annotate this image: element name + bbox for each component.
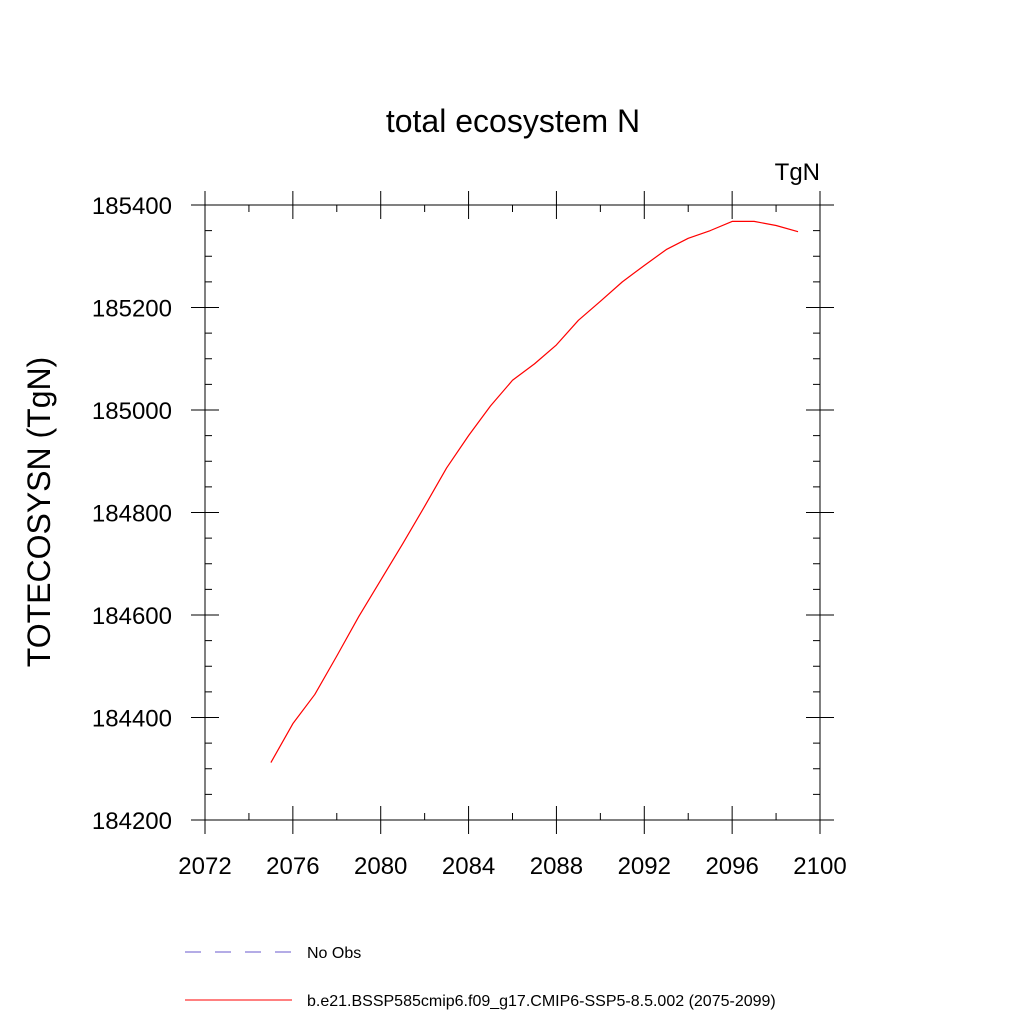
legend-label: b.e21.BSSP585cmip6.f09_g17.CMIP6-SSP5-8.…	[307, 993, 776, 1010]
y-tick-label: 184600	[92, 603, 172, 630]
legend: No Obs b.e21.BSSP585cmip6.f09_g17.CMIP6-S…	[185, 945, 776, 1010]
series-layer	[270, 220, 799, 763]
axis-ticks	[191, 191, 834, 834]
chart-title: total ecosystem N	[386, 103, 640, 139]
y-tick-label: 184200	[92, 808, 172, 835]
y-tick-label: 184400	[92, 706, 172, 733]
x-tick-label: 2080	[354, 853, 407, 880]
y-tick-label: 185000	[92, 398, 172, 425]
plot-frame	[204, 204, 821, 821]
x-tick-label: 2084	[442, 853, 495, 880]
y-tick-label: 184800	[92, 501, 172, 528]
y-tick-label: 185400	[92, 193, 172, 220]
x-tick-label: 2092	[618, 853, 671, 880]
x-tick-label: 2100	[793, 853, 846, 880]
y-axis-label: TOTECOSYSN (TgN)	[21, 357, 57, 668]
x-tick-label: 2072	[178, 853, 231, 880]
x-tick-label: 2096	[705, 853, 758, 880]
x-tick-label: 2076	[266, 853, 319, 880]
y-tick-label: 185200	[92, 296, 172, 323]
legend-label: No Obs	[307, 945, 361, 962]
series-line	[270, 220, 799, 763]
units-label: TgN	[775, 159, 820, 186]
x-tick-label: 2088	[530, 853, 583, 880]
axis-tick-labels: 2072 2076 2080 2084 2088 2092 2096 2100 184200 18…	[92, 193, 847, 880]
